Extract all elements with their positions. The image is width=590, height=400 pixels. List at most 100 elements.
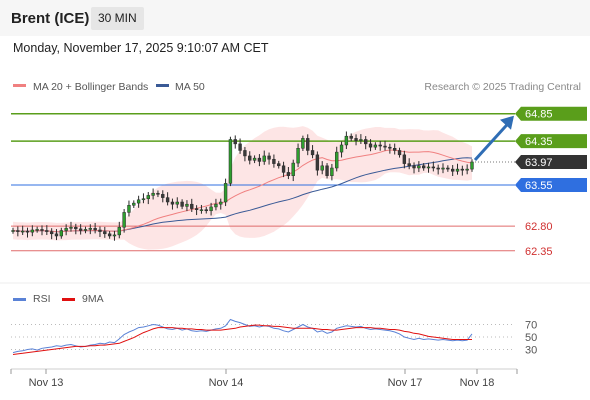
candle <box>238 138 242 154</box>
candle <box>383 140 387 151</box>
level-label-63.97: 63.97 <box>525 157 553 169</box>
candle <box>59 227 64 239</box>
header-bar: Brent (ICE) 30 MIN <box>0 0 590 36</box>
level-label-63.55: 63.55 <box>525 180 553 192</box>
candle <box>175 197 179 209</box>
rsi-legend-swatch <box>13 298 26 301</box>
rsi-ma-line <box>12 324 472 355</box>
instrument-title: Brent (ICE) <box>11 10 90 27</box>
level-label-64.35: 64.35 <box>525 136 553 148</box>
candle <box>330 163 334 181</box>
candle <box>310 145 315 159</box>
rsi-tick-label: 50 <box>525 332 537 344</box>
candle <box>93 222 97 234</box>
candle <box>262 150 266 165</box>
candle <box>267 152 271 165</box>
candle <box>277 160 281 169</box>
level-label-62.80: 62.80 <box>525 221 553 233</box>
candle <box>146 192 150 205</box>
candle <box>335 146 339 172</box>
candle <box>180 199 184 210</box>
candle <box>209 202 213 216</box>
candle <box>107 231 112 239</box>
candle <box>388 143 392 154</box>
forecast-arrow-head <box>500 115 514 130</box>
candle <box>170 198 175 210</box>
candle <box>431 161 436 172</box>
level-tag-63.97: 63.97 <box>515 154 587 169</box>
rsi-ma-legend-label: 9MA <box>82 293 104 305</box>
candle <box>35 226 39 233</box>
candle <box>281 161 286 178</box>
candle <box>83 226 88 234</box>
candle <box>378 140 382 151</box>
candle <box>339 141 344 158</box>
ma50-legend-label: MA 50 <box>175 81 205 93</box>
candle <box>455 163 460 175</box>
candle <box>441 163 445 174</box>
candle <box>64 224 68 236</box>
candle <box>301 135 305 151</box>
x-axis-ticks: Nov 13 Nov 14 Nov 17 Nov 18 <box>10 369 518 389</box>
candle <box>286 167 291 180</box>
candle <box>117 221 121 239</box>
level-label-64.85: 64.85 <box>525 109 553 121</box>
level-tag-64.35: 64.35 <box>515 134 587 149</box>
candle <box>315 151 320 176</box>
candle <box>257 154 262 167</box>
candle <box>194 205 199 216</box>
x-tick-label: Nov 13 <box>29 377 64 389</box>
rsi-line <box>12 318 473 354</box>
candle <box>122 209 126 233</box>
level-tag-64.85: 64.85 <box>515 106 587 121</box>
candle <box>11 227 15 234</box>
rsi-tick-label: 30 <box>525 345 537 357</box>
candle <box>368 139 373 152</box>
candle <box>446 165 450 172</box>
candle <box>165 192 170 206</box>
candle <box>349 133 353 142</box>
candle <box>20 225 25 236</box>
candle <box>272 154 276 168</box>
candle <box>228 136 233 187</box>
candle <box>49 228 54 240</box>
candle <box>16 226 20 237</box>
candle <box>243 147 247 162</box>
candle <box>214 198 218 211</box>
candle <box>393 143 397 155</box>
rsi-legend-label: RSI <box>33 293 51 305</box>
candle <box>306 134 310 156</box>
candle <box>30 225 35 237</box>
forecast-arrow-shaft <box>473 123 509 161</box>
candle <box>127 200 131 217</box>
candle <box>78 224 83 235</box>
timestamp: Monday, November 17, 2025 9:10:07 AM CET <box>13 41 269 55</box>
candle <box>296 143 300 168</box>
candle <box>436 164 440 175</box>
candle <box>219 198 223 210</box>
candle <box>156 190 160 198</box>
candle <box>233 135 237 149</box>
ma50-legend-swatch <box>156 84 169 87</box>
candle <box>291 159 295 182</box>
ma20-legend-label: MA 20 + Bollinger Bands <box>33 81 148 93</box>
candle <box>98 226 102 237</box>
candle <box>136 195 141 208</box>
candle <box>132 200 136 209</box>
candle <box>88 224 92 235</box>
candle <box>397 147 402 158</box>
candle <box>190 198 194 212</box>
credit-label: Research © 2025 Trading Central <box>424 81 581 93</box>
candle <box>161 190 165 203</box>
candle <box>407 158 411 170</box>
x-tick-label: Nov 14 <box>209 377 244 389</box>
candle <box>69 221 73 232</box>
candle <box>112 230 117 241</box>
candle <box>204 206 208 214</box>
timeframe-button[interactable]: 30 MIN <box>91 7 144 30</box>
candle <box>344 131 349 150</box>
candle <box>465 164 469 175</box>
candle <box>354 134 358 146</box>
candle <box>426 162 431 173</box>
